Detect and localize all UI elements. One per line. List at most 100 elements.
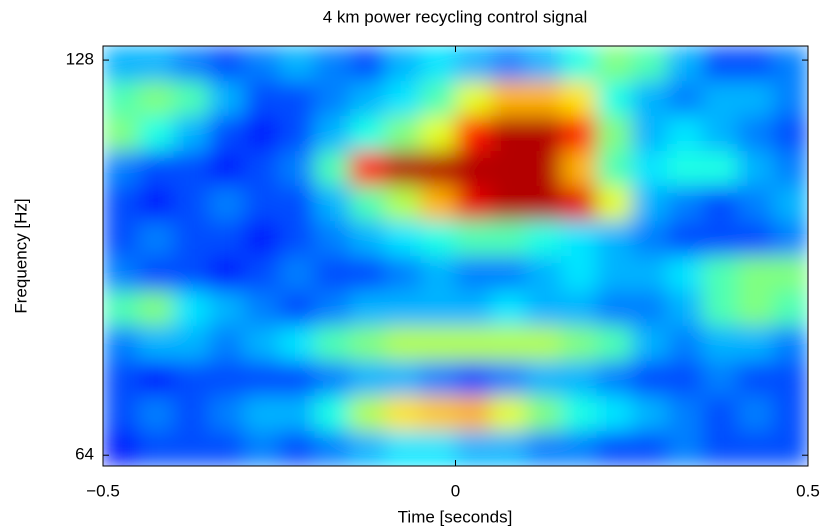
heat-cell [314, 186, 351, 222]
heat-cell [490, 256, 527, 292]
heat-cell [208, 116, 245, 152]
heat-cell [667, 256, 703, 292]
heat-cell [244, 221, 280, 257]
plot-area [103, 46, 808, 466]
heat-cell [561, 221, 597, 257]
heat-cell [314, 46, 351, 82]
heat-cell [138, 116, 174, 152]
heat-cell [279, 221, 315, 257]
y-axis-label: Frequency [Hz] [11, 198, 30, 313]
heat-cell [244, 186, 280, 222]
heat-cell [279, 326, 315, 362]
heat-cell [596, 221, 633, 257]
heat-cell [138, 431, 174, 466]
heat-cell [314, 151, 351, 187]
heat-cell [244, 326, 280, 362]
heat-cell [596, 151, 633, 187]
heat-cell [244, 256, 280, 292]
heat-cell [667, 431, 703, 466]
heat-cell [314, 396, 351, 432]
heat-cell [667, 396, 703, 432]
heat-cell [420, 326, 456, 362]
heat-cell [314, 326, 351, 362]
heat-cell [455, 256, 492, 292]
heat-cell [631, 221, 668, 257]
heat-cell [103, 81, 139, 117]
heat-cell [173, 46, 210, 82]
heat-cell [772, 81, 808, 117]
heat-cell [349, 221, 386, 257]
heat-cell [420, 116, 456, 152]
heat-cell [173, 186, 210, 222]
heat-cell [702, 361, 738, 397]
heat-cell [103, 291, 139, 327]
heat-cell [103, 326, 139, 362]
heat-cell [631, 326, 668, 362]
heat-cell [244, 361, 280, 397]
heat-cell [138, 221, 174, 257]
heat-cell [596, 361, 633, 397]
heat-cell [737, 46, 774, 82]
heat-cell [561, 396, 597, 432]
heat-cell [455, 326, 492, 362]
heat-cell [208, 361, 245, 397]
heat-cell [208, 46, 245, 82]
heat-cell [314, 361, 351, 397]
x-tick-label: 0.5 [796, 481, 820, 500]
heat-cell [631, 81, 668, 117]
heat-cell [279, 116, 315, 152]
heat-cell [385, 46, 421, 82]
heat-cell [349, 116, 386, 152]
heat-cell [349, 186, 386, 222]
heat-cell [314, 221, 351, 257]
heat-cell [279, 186, 315, 222]
heat-cell [772, 151, 808, 187]
heat-cell [490, 431, 527, 466]
heat-cell [138, 81, 174, 117]
heat-cell [737, 186, 774, 222]
heat-cell [385, 396, 421, 432]
heat-cell [349, 291, 386, 327]
heat-cell [667, 221, 703, 257]
heat-cell [455, 46, 492, 82]
heat-cell [631, 396, 668, 432]
heat-cell [385, 81, 421, 117]
heat-cell [173, 151, 210, 187]
heat-cell [526, 291, 562, 327]
heat-cell [349, 256, 386, 292]
heat-cell [385, 256, 421, 292]
heat-cell [631, 291, 668, 327]
heatmap [103, 46, 808, 466]
heat-cell [349, 326, 386, 362]
heat-cell [702, 326, 738, 362]
heat-cell [420, 46, 456, 82]
heat-cell [631, 186, 668, 222]
heat-cell [561, 151, 597, 187]
heat-cell [667, 326, 703, 362]
heat-cell [455, 396, 492, 432]
heat-cell [526, 396, 562, 432]
heat-cell [526, 46, 562, 82]
heat-cell [103, 361, 139, 397]
heat-cell [279, 46, 315, 82]
heat-cell [244, 46, 280, 82]
heat-cell [490, 151, 527, 187]
heat-cell [103, 46, 139, 82]
heat-cell [173, 291, 210, 327]
heat-cell [349, 361, 386, 397]
axes: −0.5 0 0.5 64 128 [66, 46, 820, 500]
heat-cell [103, 151, 139, 187]
heat-cell [138, 256, 174, 292]
heat-cell [702, 186, 738, 222]
heat-cell [208, 431, 245, 466]
heat-cell [349, 81, 386, 117]
heat-cell [103, 431, 139, 466]
heat-cell [138, 46, 174, 82]
heat-cell [208, 151, 245, 187]
heat-cell [737, 81, 774, 117]
heat-cell [138, 326, 174, 362]
heat-cell [631, 151, 668, 187]
x-tick-label: 0 [451, 481, 460, 500]
heat-cell [772, 116, 808, 152]
